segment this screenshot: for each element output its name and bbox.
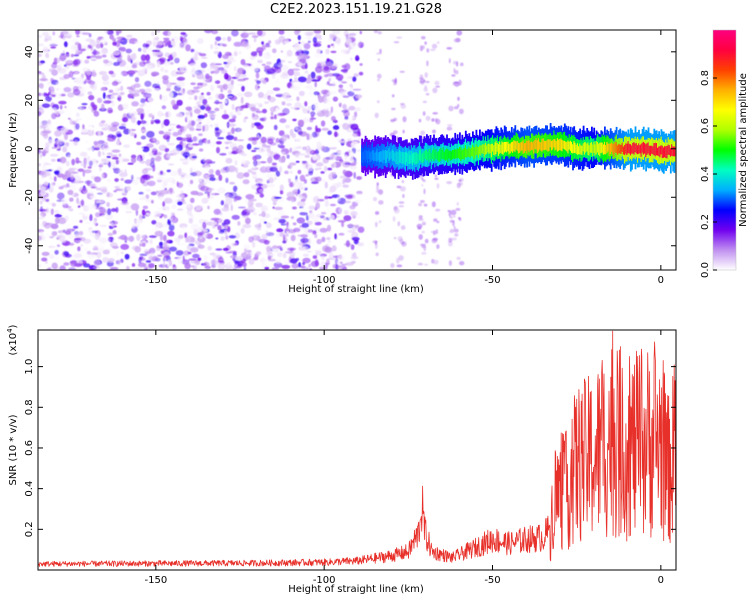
snr-series-line xyxy=(38,330,676,567)
colorbar-tick-label: 0.8 xyxy=(700,70,711,86)
snr-xtick-label: 0 xyxy=(658,575,664,586)
colorbar-tick-label: 0.0 xyxy=(700,262,711,278)
colorbar-gradient xyxy=(713,30,736,270)
snr-xtick-label: -100 xyxy=(313,575,336,586)
colorbar-label: Normalized spectral amplitude xyxy=(738,73,749,227)
spectrogram-xtick-label: -50 xyxy=(484,275,500,286)
noise-speckle xyxy=(38,30,465,270)
snr-ytick-label: 0.8 xyxy=(24,399,35,415)
figure-title: C2E2.2023.151.19.21.G28 xyxy=(270,2,442,17)
snr-axes: -150 -100 -50 0 0.2 0.4 0.6 0.8 1.0 xyxy=(24,330,676,586)
snr-panel: -150 -100 -50 0 0.2 0.4 0.6 0.8 1.0 Height of st… xyxy=(6,324,677,595)
spectrogram-frame xyxy=(37,29,677,271)
colorbar-tick-label: 0.4 xyxy=(700,166,711,182)
spectrogram-ylabel: Frequency (Hz) xyxy=(8,112,19,188)
snr-scale-exp: 4 xyxy=(6,328,14,333)
spectrogram-ytick-label: 20 xyxy=(24,94,35,107)
spectrogram-xtick-label: 0 xyxy=(658,275,664,286)
snr-frame xyxy=(37,329,677,571)
snr-ytick-label: 0.4 xyxy=(24,481,35,497)
snr-ytick-label: 0.6 xyxy=(24,440,35,456)
colorbar-ticks: 0.0 0.2 0.4 0.6 0.8 xyxy=(700,70,717,278)
spectrogram-ytick-label: 40 xyxy=(24,45,35,58)
svg-text:(x104): (x104) xyxy=(6,324,19,355)
spectrogram-ytick-label: -40 xyxy=(24,238,35,254)
snr-xtick-label: -150 xyxy=(144,575,167,586)
spectrogram-xtick-label: -150 xyxy=(144,275,167,286)
snr-ytick-label: 0.2 xyxy=(24,521,35,537)
colorbar-tick-label: 0.2 xyxy=(700,214,711,230)
colorbar-tick-label: 0.6 xyxy=(700,118,711,134)
colorbar-frame xyxy=(712,29,737,271)
snr-scale-label: (x10 xyxy=(8,333,19,356)
signal-band xyxy=(361,123,676,180)
colorbar: 0.0 0.2 0.4 0.6 0.8 Normalized spectral ampl… xyxy=(700,29,749,278)
spectrogram-ytick-label: 0 xyxy=(24,146,35,152)
spectrogram-axes: -150 -100 -50 0 -40 -20 0 20 40 xyxy=(24,30,676,286)
snr-ylabel: SNR (10 * v/v) xyxy=(8,414,19,485)
snr-xlabel: Height of straight line (km) xyxy=(288,584,424,595)
snr-ytick-label: 1.0 xyxy=(24,359,35,375)
spectrogram-heatmap xyxy=(38,30,676,270)
snr-scale-close: ) xyxy=(8,324,19,328)
spectrogram-panel: -150 -100 -50 0 -40 -20 0 20 40 Height of straig… xyxy=(8,29,677,295)
snr-xtick-label: -50 xyxy=(484,575,500,586)
spectrogram-xtick-label: -100 xyxy=(313,275,336,286)
spectrogram-ytick-label: -20 xyxy=(24,189,35,205)
snr-scale-factor: (x104) xyxy=(6,324,19,355)
spectrogram-xlabel: Height of straight line (km) xyxy=(288,284,424,295)
